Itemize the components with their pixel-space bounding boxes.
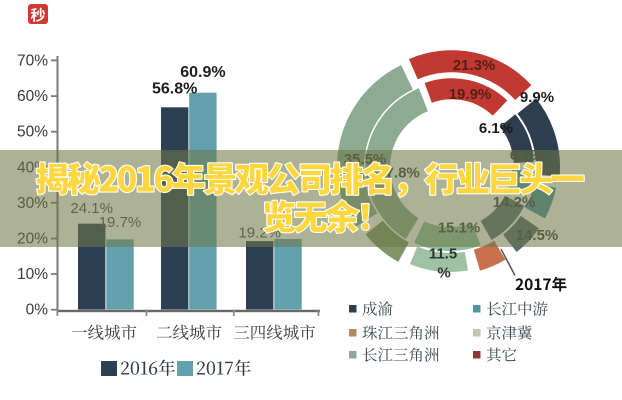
svg-text:56.8%: 56.8% bbox=[152, 81, 197, 98]
svg-text:50%: 50% bbox=[17, 124, 48, 141]
svg-text:21.3%: 21.3% bbox=[453, 57, 496, 74]
svg-text:%: % bbox=[437, 265, 450, 282]
svg-text:10%: 10% bbox=[17, 266, 48, 283]
svg-text:9.9%: 9.9% bbox=[520, 89, 554, 106]
svg-text:19.9%: 19.9% bbox=[449, 86, 492, 103]
svg-text:70%: 70% bbox=[17, 53, 48, 70]
svg-text:6.1%: 6.1% bbox=[479, 120, 513, 137]
svg-text:0%: 0% bbox=[26, 302, 49, 319]
svg-text:60%: 60% bbox=[17, 88, 48, 105]
svg-text:60.9%: 60.9% bbox=[180, 64, 225, 81]
svg-text:11.5: 11.5 bbox=[429, 246, 457, 263]
